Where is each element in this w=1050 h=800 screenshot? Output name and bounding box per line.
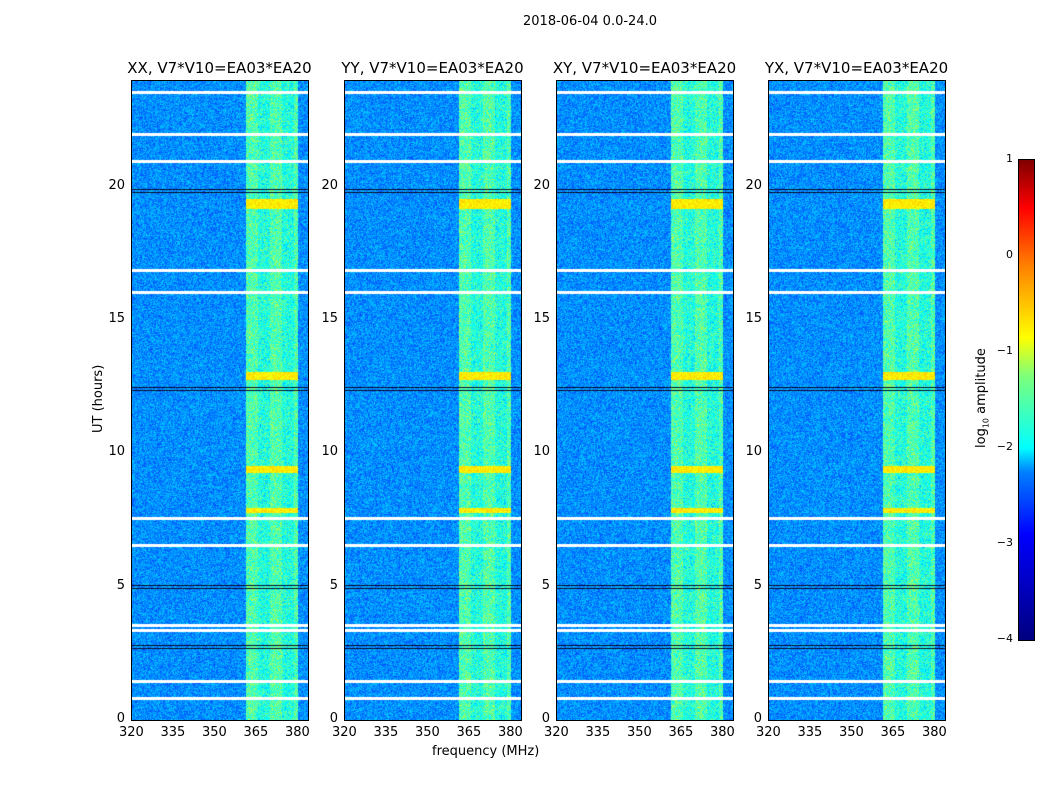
colorbar-tick-label: 1	[1006, 152, 1013, 165]
waterfall-panel	[768, 80, 946, 721]
y-tick-label: 15	[321, 311, 338, 326]
colorbar-tick-label: −2	[996, 440, 1013, 453]
y-tick-label: 10	[321, 444, 338, 460]
panel-title: YY, V7*V10=EA03*EA20	[341, 59, 524, 77]
x-tick-label: 350	[838, 725, 864, 740]
x-tick-label: 365	[456, 725, 482, 740]
waterfall-heatmap	[557, 81, 733, 720]
x-tick-label: 335	[160, 725, 186, 740]
waterfall-heatmap	[132, 81, 308, 720]
x-tick-label: 335	[585, 725, 611, 740]
y-tick-label: 10	[108, 444, 125, 460]
waterfall-heatmap	[769, 81, 945, 720]
x-tick-label: 380	[497, 725, 523, 740]
y-tick-label: 5	[116, 577, 125, 593]
x-tick-label: 350	[414, 725, 440, 740]
colorbar-label: log10 amplitude	[974, 348, 991, 448]
figure-title: 2018-06-04 0.0-24.0	[523, 14, 657, 29]
x-tick-label: 320	[756, 725, 781, 740]
y-axis-label: UT (hours)	[91, 364, 106, 433]
y-tick-label: 20	[745, 177, 762, 193]
y-tick-label: 5	[329, 577, 338, 593]
colorbar-tick-label: −3	[996, 536, 1013, 549]
y-tick-label: 0	[329, 711, 338, 726]
x-axis-label: frequency (MHz)	[432, 744, 540, 759]
y-tick-label: 0	[753, 711, 762, 726]
x-tick-label: 335	[797, 725, 823, 740]
panel-title: YX, V7*V10=EA03*EA20	[764, 59, 949, 77]
y-tick-label: 0	[541, 711, 550, 726]
y-tick-label: 15	[745, 311, 762, 326]
x-tick-label: 365	[880, 725, 906, 740]
y-tick-label: 5	[541, 577, 550, 593]
x-tick-label: 365	[668, 725, 694, 740]
colorbar-tick-label: −1	[996, 344, 1013, 357]
x-tick-label: 320	[544, 725, 569, 740]
x-tick-label: 335	[373, 725, 399, 740]
y-tick-label: 10	[745, 444, 762, 460]
y-tick-label: 20	[108, 177, 125, 193]
x-tick-label: 365	[243, 725, 269, 740]
x-tick-label: 320	[119, 725, 144, 740]
colorbar-tick-label: 0	[1006, 248, 1013, 261]
y-tick-label: 15	[533, 311, 550, 326]
waterfall-heatmap	[345, 81, 521, 720]
colorbar	[1018, 159, 1035, 641]
x-tick-label: 350	[201, 725, 227, 740]
y-tick-label: 5	[753, 577, 762, 593]
waterfall-panel	[344, 80, 522, 721]
waterfall-panel	[131, 80, 309, 721]
y-tick-label: 10	[533, 444, 550, 460]
x-tick-label: 380	[709, 725, 735, 740]
y-tick-label: 20	[321, 177, 338, 193]
y-tick-label: 20	[533, 177, 550, 193]
x-tick-label: 380	[921, 725, 947, 740]
x-tick-label: 350	[626, 725, 652, 740]
panel-title: XX, V7*V10=EA03*EA20	[127, 59, 312, 77]
panel-title: XY, V7*V10=EA03*EA20	[552, 59, 737, 77]
x-tick-label: 320	[332, 725, 357, 740]
y-tick-label: 0	[116, 711, 125, 726]
x-tick-label: 380	[284, 725, 310, 740]
waterfall-panel	[556, 80, 734, 721]
colorbar-tick-label: −4	[996, 632, 1013, 645]
y-tick-label: 15	[108, 311, 125, 326]
